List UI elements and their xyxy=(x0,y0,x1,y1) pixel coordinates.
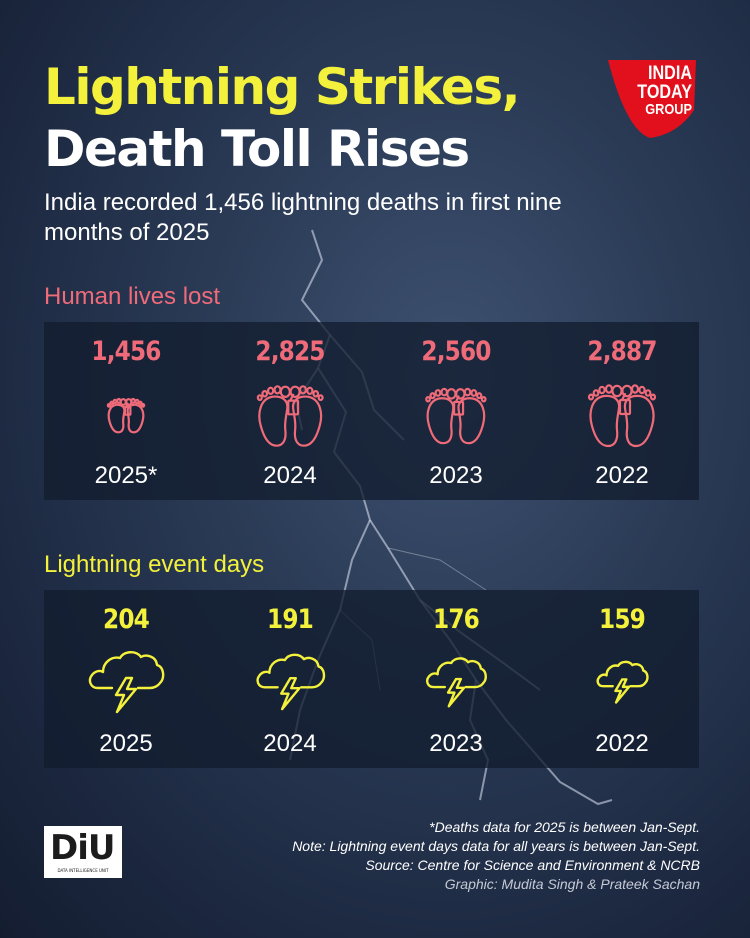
logo-line-3: GROUP xyxy=(645,101,692,118)
logo-line-1: INDIA xyxy=(648,63,692,84)
deaths-value-label: 2,825 xyxy=(255,336,325,367)
events-value-label: 176 xyxy=(433,604,480,635)
deaths-year-label: 2023 xyxy=(429,462,483,489)
deaths-icon-wrap xyxy=(540,374,704,456)
deaths-column: 1,456 2025* xyxy=(44,322,208,500)
events-column: 176 2023 xyxy=(374,590,538,768)
deaths-panel: 1,456 2025* 2,825 2024 2,560 2023 2,887 2022 xyxy=(44,322,699,500)
events-column: 159 2022 xyxy=(540,590,704,768)
events-panel: 204 2025 191 2024 176 2023 159 2022 xyxy=(44,590,699,768)
events-year-label: 2024 xyxy=(263,730,317,757)
footprints-icon xyxy=(256,384,324,447)
deaths-year-label: 2024 xyxy=(263,462,317,489)
deaths-icon-wrap xyxy=(208,374,372,456)
footnotes: *Deaths data for 2025 is between Jan-Sep… xyxy=(240,818,700,894)
events-value-label: 191 xyxy=(267,604,314,635)
deaths-section-heading: Human lives lost xyxy=(44,283,221,310)
india-today-group-logo: INDIA TODAY GROUP xyxy=(604,52,698,140)
deaths-year-label: 2022 xyxy=(595,462,649,489)
events-year-label: 2022 xyxy=(595,730,649,757)
deaths-value-label: 1,456 xyxy=(91,336,161,367)
footprints-icon xyxy=(587,384,657,448)
logo-line-2: TODAY xyxy=(637,82,692,103)
events-icon-wrap xyxy=(540,642,704,724)
footprints-icon xyxy=(425,387,487,444)
events-column: 204 2025 xyxy=(44,590,208,768)
deaths-column: 2,887 2022 xyxy=(540,322,704,500)
deaths-column: 2,825 2024 xyxy=(208,322,372,500)
diu-logo-text: DiU xyxy=(50,828,115,868)
events-year-label: 2023 xyxy=(429,730,483,757)
storm-cloud-icon xyxy=(256,653,325,711)
deaths-year-label: 2025* xyxy=(94,462,158,489)
events-section-heading: Lightning event days xyxy=(44,551,265,578)
diu-logo: DiU DATA INTELLIGENCE UNIT xyxy=(44,826,122,878)
deaths-value-label: 2,560 xyxy=(421,336,491,367)
events-column: 191 2024 xyxy=(208,590,372,768)
events-icon-wrap xyxy=(374,642,538,724)
footprints-icon xyxy=(106,397,146,434)
footnote-events: Note: Lightning event days data for all … xyxy=(292,838,700,854)
events-icon-wrap xyxy=(208,642,372,724)
logo-shape xyxy=(608,60,696,138)
footnote-source: Source: Centre for Science and Environme… xyxy=(365,857,700,873)
diu-logo-subtext: DATA INTELLIGENCE UNIT xyxy=(57,868,109,873)
deaths-column: 2,560 2023 xyxy=(374,322,538,500)
storm-cloud-icon xyxy=(596,660,649,704)
events-icon-wrap xyxy=(44,642,208,724)
events-value-label: 204 xyxy=(103,604,150,635)
deaths-icon-wrap xyxy=(44,374,208,456)
footnote-deaths: *Deaths data for 2025 is between Jan-Sep… xyxy=(429,819,700,835)
deaths-value-label: 2,887 xyxy=(587,336,657,367)
subtitle: India recorded 1,456 lightning deaths in… xyxy=(44,189,562,246)
storm-cloud-icon xyxy=(426,657,487,708)
title-line-2: Death Toll Rises xyxy=(44,120,470,178)
deaths-icon-wrap xyxy=(374,374,538,456)
title-line-1: Lightning Strikes, xyxy=(44,58,521,116)
storm-cloud-icon xyxy=(88,651,165,714)
events-value-label: 159 xyxy=(599,604,646,635)
events-year-label: 2025 xyxy=(99,730,153,757)
graphic-credit: Graphic: Mudita Singh & Prateek Sachan xyxy=(444,876,700,892)
